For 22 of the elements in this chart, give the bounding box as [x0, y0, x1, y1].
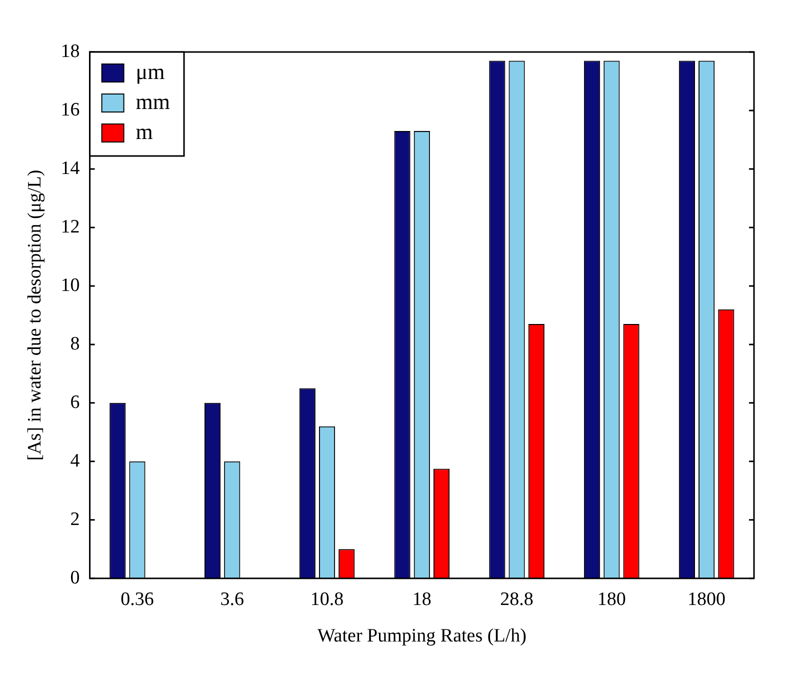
x-tick-label: 28.8 [500, 588, 534, 610]
legend-label: m [136, 118, 153, 144]
y-tick-label: 0 [70, 567, 80, 588]
x-tick-label: 1800 [688, 588, 726, 610]
y-tick-label: 12 [60, 216, 80, 238]
y-tick-label: 2 [70, 508, 80, 530]
y-axis-title: [As] in water due to desorption (μg/L) [24, 170, 46, 461]
y-tick-label: 14 [60, 158, 80, 179]
y-tick-label: 10 [60, 274, 80, 296]
y-tick-label: 16 [60, 99, 80, 120]
y-tick-label: 8 [70, 333, 80, 354]
legend-label: μm [136, 58, 165, 84]
x-tick-label: 10.8 [310, 588, 344, 610]
legend-label: mm [136, 88, 170, 114]
y-tick-label: 6 [70, 392, 80, 413]
y-tick-label: 18 [60, 40, 80, 62]
x-tick-label: 18 [412, 588, 432, 610]
x-tick-label: 3.6 [220, 588, 244, 610]
y-tick-label: 4 [70, 450, 80, 472]
x-axis-title: Water Pumping Rates (L/h) [317, 626, 526, 647]
x-tick-label: 180 [597, 588, 626, 610]
x-tick-label: 0.36 [120, 588, 154, 610]
